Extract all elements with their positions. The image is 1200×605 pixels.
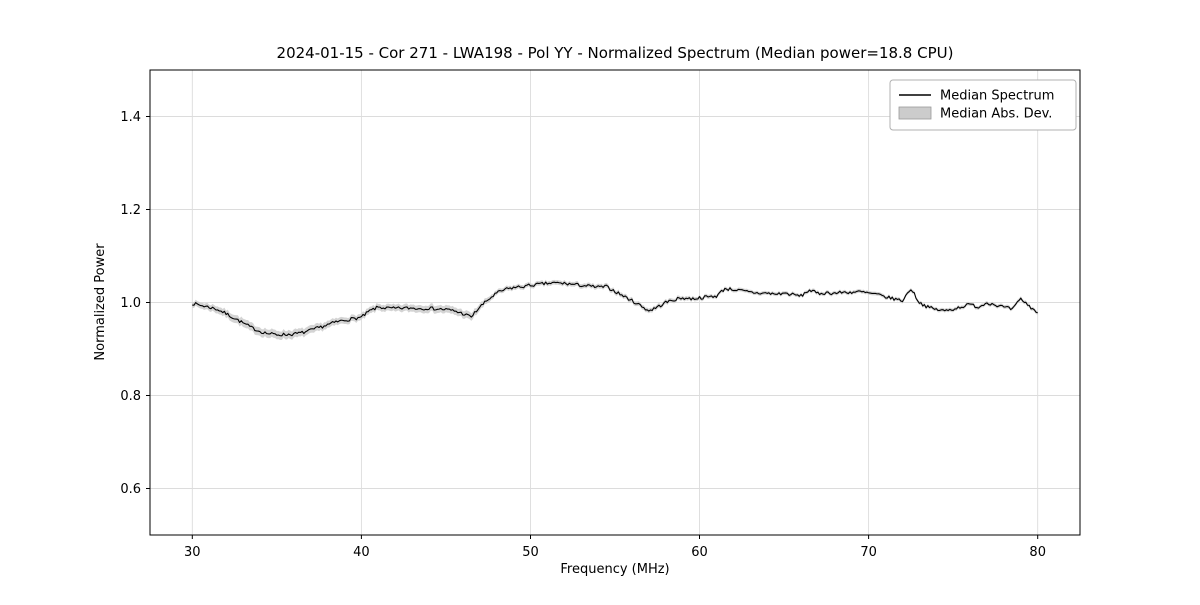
- y-tick-label: 1.2: [120, 203, 141, 218]
- x-tick-label: 70: [860, 545, 877, 560]
- x-tick-label: 30: [184, 545, 201, 560]
- y-tick-label: 0.8: [120, 389, 141, 404]
- legend-label-median-spectrum: Median Spectrum: [940, 89, 1054, 104]
- median-spectrum-line: [192, 281, 1038, 337]
- legend: Median Spectrum Median Abs. Dev.: [889, 79, 1077, 131]
- x-tick-label: 50: [522, 545, 539, 560]
- x-tick-label: 60: [691, 545, 708, 560]
- plot-title: 2024-01-15 - Cor 271 - LWA198 - Pol YY -…: [277, 44, 954, 62]
- y-tick-label: 1.4: [120, 110, 141, 125]
- x-tick-label: 40: [353, 545, 370, 560]
- grid: [150, 70, 1080, 535]
- x-tick-label: 80: [1029, 545, 1046, 560]
- legend-label-median-abs-dev: Median Abs. Dev.: [940, 107, 1052, 122]
- y-tick-label: 0.6: [120, 482, 141, 497]
- plot-series: [192, 279, 1038, 340]
- x-axis-label: Frequency (MHz): [560, 562, 669, 577]
- y-tick-label: 1.0: [120, 296, 141, 311]
- y-axis-label: Normalized Power: [93, 243, 108, 361]
- legend-frame: [889, 79, 1077, 131]
- legend-band-sample: [898, 106, 932, 120]
- tick-marks-and-labels: 30 40 50 60 70 80 0.6 0.8 1.0 1.2 1.4: [120, 110, 1046, 560]
- mad-band: [192, 279, 1038, 340]
